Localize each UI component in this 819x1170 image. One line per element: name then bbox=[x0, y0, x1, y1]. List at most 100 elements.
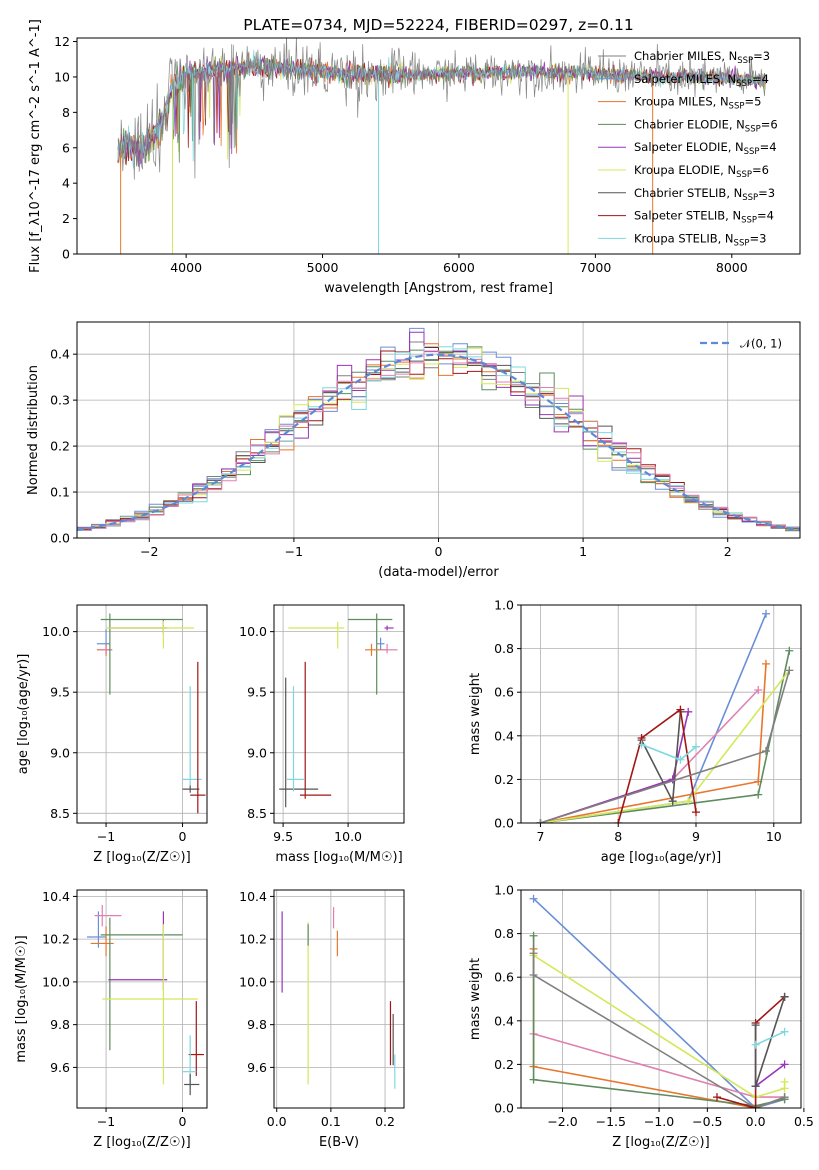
plus-marker bbox=[713, 1093, 721, 1102]
y-tick-label: 0.8 bbox=[494, 926, 514, 941]
plot-area-weight_vs_age bbox=[536, 609, 794, 823]
x-tick-label: 6000 bbox=[443, 260, 475, 275]
y-tick-label: 9.5 bbox=[50, 685, 70, 700]
y-tick-label: 8.5 bbox=[247, 806, 267, 821]
spectrum-line bbox=[117, 38, 766, 180]
plus-marker bbox=[785, 646, 794, 655]
y-tick-label: 10.0 bbox=[239, 974, 267, 989]
y-tick-label: 0.0 bbox=[494, 1101, 514, 1116]
x-tick-label: −1.5 bbox=[596, 1114, 626, 1129]
y-tick-label: 8.5 bbox=[50, 806, 70, 821]
x-tick-label: 5000 bbox=[307, 260, 339, 275]
spectrum-line bbox=[117, 55, 766, 167]
plus-marker bbox=[676, 755, 685, 764]
y-tick-label: 10.0 bbox=[239, 624, 267, 639]
plot-area-age_vs_Z bbox=[96, 613, 206, 814]
legend-label: Salpeter STELIB, NSSP=4 bbox=[634, 209, 774, 226]
y-tick-label: 0 bbox=[62, 247, 70, 262]
y-tick-label: 8 bbox=[62, 105, 70, 120]
y-tick-label: 9.6 bbox=[50, 1060, 70, 1075]
plus-marker bbox=[780, 1060, 789, 1069]
y-tick-label: 10.4 bbox=[42, 889, 70, 904]
x-tick-label: 0 bbox=[179, 1114, 187, 1129]
x-axis-label: age [log₁₀(age/yr)] bbox=[601, 850, 722, 865]
plus-marker bbox=[529, 971, 538, 980]
x-tick-label: −0.5 bbox=[692, 1114, 722, 1129]
plus-marker bbox=[751, 1040, 760, 1049]
y-tick-label: 4 bbox=[62, 176, 70, 191]
y-tick-label: 0.3 bbox=[50, 393, 70, 408]
plus-marker bbox=[751, 1021, 760, 1030]
plus-marker bbox=[692, 742, 700, 751]
y-axis-label: Flux [f_λ10^-17 erg cm^-2 s^-1 A^-1] bbox=[28, 19, 43, 273]
y-tick-label: 9.0 bbox=[247, 745, 267, 760]
plus-marker bbox=[780, 1077, 789, 1086]
x-tick-label: 2 bbox=[724, 544, 732, 559]
y-tick-label: 0.4 bbox=[50, 347, 70, 362]
legend-label: Chabrier ELODIE, NSSP=6 bbox=[634, 117, 778, 134]
y-tick-label: 0.6 bbox=[494, 685, 514, 700]
plot-area-mass_vs_EBV bbox=[281, 907, 396, 1089]
plus-marker bbox=[762, 659, 770, 668]
axes-frame bbox=[76, 889, 208, 1109]
plus-marker bbox=[762, 609, 770, 618]
x-tick-label: 0.0 bbox=[267, 1114, 287, 1129]
y-tick-label: 0.6 bbox=[494, 970, 514, 985]
x-axis-label: (data-model)/error bbox=[378, 565, 499, 580]
plus-marker bbox=[529, 949, 538, 958]
y-axis-label: mass weight bbox=[468, 673, 483, 755]
x-tick-label: 7000 bbox=[579, 260, 611, 275]
axes-frame bbox=[273, 889, 405, 1109]
x-axis-label: E(B-V) bbox=[319, 1135, 359, 1150]
plus-marker bbox=[614, 819, 623, 823]
y-tick-label: 6 bbox=[62, 140, 70, 155]
legend-label: Kroupa STELIB, NSSP=3 bbox=[634, 231, 766, 248]
plus-marker bbox=[536, 819, 545, 823]
x-axis-label: mass [log₁₀(M/M☉)] bbox=[275, 850, 402, 865]
x-tick-label: 1 bbox=[579, 544, 587, 559]
weight-line bbox=[540, 650, 791, 823]
weight-line bbox=[755, 1063, 786, 1087]
y-tick-label: 10.0 bbox=[42, 624, 70, 639]
x-tick-label: −1 bbox=[285, 544, 303, 559]
y-tick-label: 0.2 bbox=[494, 1057, 514, 1072]
plot-area-mass_vs_Z bbox=[86, 904, 204, 1096]
y-tick-label: 12 bbox=[54, 34, 70, 49]
axes-frame bbox=[273, 604, 405, 824]
plus-marker bbox=[676, 705, 685, 714]
x-tick-label: 0.2 bbox=[375, 1114, 395, 1129]
x-tick-label: 0.5 bbox=[794, 1114, 814, 1129]
legend-label: Kroupa MILES, NSSP=5 bbox=[634, 95, 761, 112]
legend-label: Salpeter MILES, NSSP=4 bbox=[634, 72, 769, 89]
y-tick-label: 1.0 bbox=[494, 883, 514, 898]
plus-marker bbox=[754, 686, 763, 695]
weight-line bbox=[532, 953, 785, 1108]
histogram-series bbox=[77, 343, 800, 531]
x-tick-label: 9.5 bbox=[273, 829, 293, 844]
x-tick-label: −1 bbox=[97, 829, 115, 844]
x-tick-label: 10.0 bbox=[334, 829, 362, 844]
y-tick-label: 0.0 bbox=[50, 531, 70, 546]
x-tick-label: −2.0 bbox=[547, 1114, 577, 1129]
y-tick-label: 2 bbox=[62, 211, 70, 226]
plus-marker bbox=[762, 747, 770, 756]
x-axis-label: wavelength [Angstrom, rest frame] bbox=[324, 281, 553, 296]
legend-label: Salpeter ELODIE, NSSP=4 bbox=[634, 140, 777, 157]
x-axis-label: Z [log₁₀(Z/Z☉)] bbox=[612, 1135, 709, 1150]
plus-marker bbox=[529, 931, 538, 940]
y-tick-label: 9.6 bbox=[247, 1060, 267, 1075]
x-tick-label: 8 bbox=[614, 829, 622, 844]
plus-marker bbox=[684, 707, 693, 716]
plus-marker bbox=[780, 992, 789, 1001]
plus-marker bbox=[637, 740, 646, 749]
y-tick-label: 10 bbox=[54, 69, 70, 84]
plus-marker bbox=[692, 808, 700, 817]
y-tick-label: 9.8 bbox=[50, 1017, 70, 1032]
x-tick-label: 4000 bbox=[170, 260, 202, 275]
y-tick-label: 10.4 bbox=[239, 889, 267, 904]
legend-label: Kroupa ELODIE, NSSP=6 bbox=[634, 163, 769, 180]
x-tick-label: 10 bbox=[766, 829, 782, 844]
normal-curve bbox=[77, 353, 800, 531]
plot-area-spectrum bbox=[117, 38, 766, 254]
plot-area-age_vs_mass bbox=[279, 613, 398, 808]
